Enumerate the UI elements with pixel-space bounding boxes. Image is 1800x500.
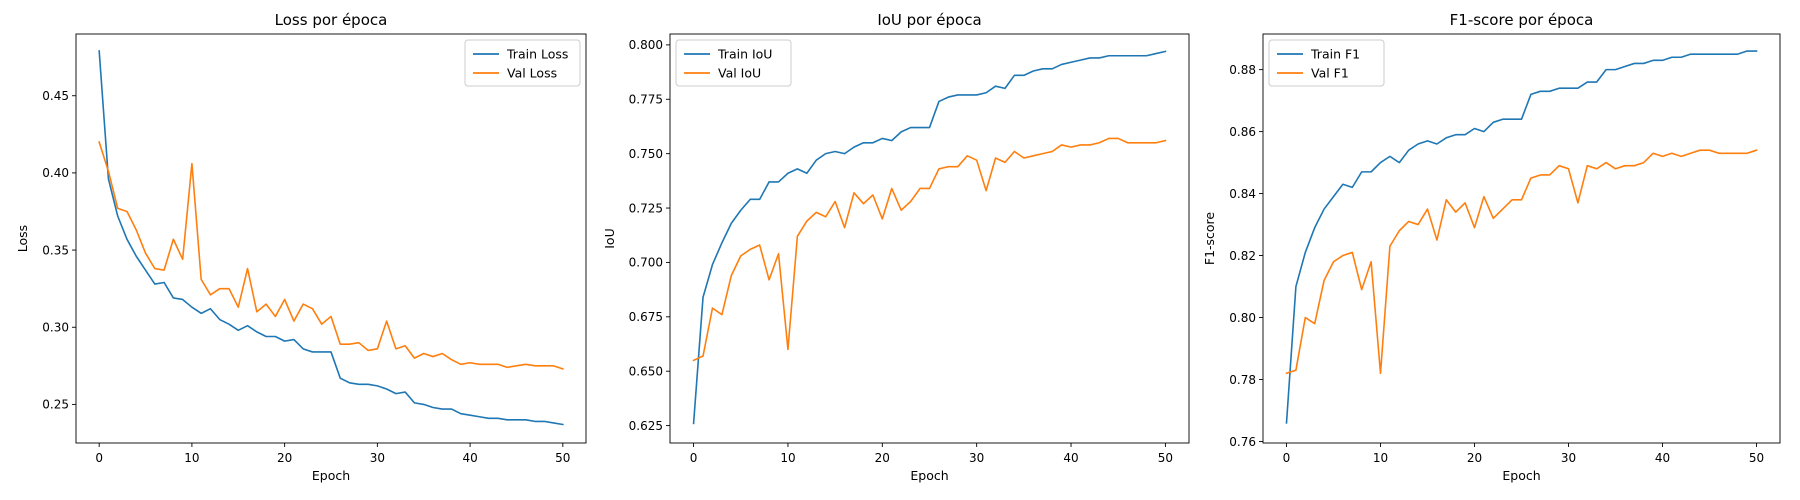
x-tick-label: 30 (969, 451, 984, 465)
legend: Train Loss Val Loss (464, 39, 581, 87)
series-line-train (1285, 50, 1758, 424)
x-tick-label: 30 (1561, 451, 1576, 465)
x-tick-label: 0 (690, 451, 698, 465)
y-axis-label: F1-score (1202, 212, 1217, 266)
chart-panel-2: 0 10 20 30 40 50 0.625 0.650 0.675 0.700 0.725 0.75… (602, 11, 1190, 483)
y-tick-label: 0.88 (1229, 63, 1256, 77)
plot-frame (75, 33, 587, 444)
x-tick-label: 20 (875, 451, 890, 465)
y-tick-label: 0.76 (1229, 435, 1256, 449)
series-line-val (98, 141, 564, 370)
x-tick-label: 0 (1283, 451, 1291, 465)
y-tick-label: 0.86 (1229, 125, 1256, 139)
legend-label-train: Train Loss (506, 47, 568, 62)
x-tick-label: 40 (1655, 451, 1670, 465)
legend-label-val: Val Loss (507, 66, 557, 81)
y-tick-label: 0.40 (42, 166, 69, 180)
y-tick-label: 0.700 (629, 256, 663, 270)
x-tick-label: 20 (277, 451, 292, 465)
legend-label-train: Train IoU (717, 47, 772, 62)
x-tick-label: 30 (370, 451, 385, 465)
chart-title: F1-score por época (1450, 11, 1594, 29)
plot-frame (1262, 33, 1781, 444)
y-tick-label: 0.800 (629, 38, 663, 52)
legend-box (1268, 39, 1385, 87)
y-tick-label: 0.625 (629, 419, 663, 433)
y-tick-label: 0.78 (1229, 373, 1256, 387)
legend-box (464, 39, 581, 87)
plot-frame (669, 33, 1190, 444)
x-tick-label: 10 (780, 451, 795, 465)
y-tick-label: 0.750 (629, 147, 663, 161)
legend-label-val: Val IoU (718, 66, 761, 81)
x-tick-label: 40 (1063, 451, 1078, 465)
y-tick-label: 0.35 (42, 243, 69, 257)
y-tick-label: 0.84 (1229, 187, 1256, 201)
chart-panel-3: 0 10 20 30 40 50 0.76 0.78 0.80 0.82 0.84 0.86 0.88 F… (1202, 11, 1781, 483)
legend-box (675, 39, 792, 87)
series-line-val (1285, 149, 1758, 375)
y-axis-label: Loss (15, 225, 30, 252)
y-tick-label: 0.775 (629, 93, 663, 107)
series-line-train (98, 50, 564, 426)
x-tick-label: 10 (184, 451, 199, 465)
legend-label-train: Train F1 (1310, 47, 1360, 62)
legend-label-val: Val F1 (1311, 66, 1349, 81)
x-tick-label: 50 (1158, 451, 1173, 465)
chart-title: IoU por época (877, 11, 981, 29)
x-axis-label: Epoch (910, 468, 948, 483)
legend: Train IoU Val IoU (675, 39, 792, 87)
y-tick-label: 0.82 (1229, 249, 1256, 263)
x-tick-label: 40 (462, 451, 477, 465)
y-tick-label: 0.45 (42, 89, 69, 103)
chart-title: Loss por época (275, 11, 388, 29)
x-tick-label: 50 (555, 451, 570, 465)
series-line-val (692, 137, 1167, 362)
y-tick-label: 0.675 (629, 310, 663, 324)
x-tick-label: 50 (1749, 451, 1764, 465)
x-axis-label: Epoch (312, 468, 350, 483)
x-axis-label: Epoch (1502, 468, 1540, 483)
y-axis-label: IoU (602, 228, 617, 248)
legend: Train F1 Val F1 (1268, 39, 1385, 87)
y-tick-label: 0.80 (1229, 311, 1256, 325)
series-line-train (692, 50, 1167, 425)
y-tick-label: 0.25 (42, 398, 69, 412)
x-tick-label: 0 (95, 451, 103, 465)
y-tick-label: 0.650 (629, 365, 663, 379)
y-tick-label: 0.725 (629, 201, 663, 215)
y-tick-label: 0.30 (42, 321, 69, 335)
chart-panel-1: 0 10 20 30 40 50 0.25 0.30 0.35 0.40 0.45 Loss por … (15, 11, 587, 483)
x-tick-label: 20 (1467, 451, 1482, 465)
x-tick-label: 10 (1373, 451, 1388, 465)
